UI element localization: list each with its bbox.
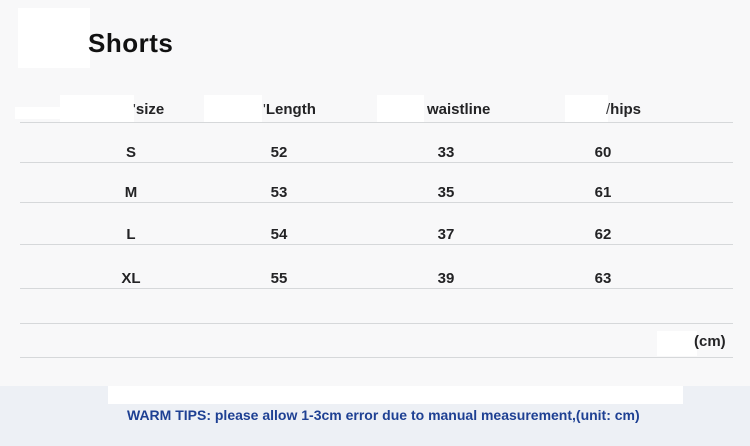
cell-size: M [124, 184, 138, 201]
cell-hips: 62 [594, 226, 612, 243]
column-header-label: Length [265, 101, 316, 118]
unit-note: (cm) [694, 333, 726, 350]
white-patch [108, 386, 683, 404]
white-patch [377, 95, 424, 122]
white-patch [565, 95, 608, 122]
table-divider [20, 288, 733, 289]
cell-length: 55 [270, 270, 288, 287]
table-divider [20, 122, 733, 123]
column-header-label: size [135, 101, 165, 118]
column-header-length: 'Length [263, 101, 316, 118]
warm-tips-text: WARM TIPS: please allow 1-3cm error due … [127, 407, 640, 423]
table-divider [20, 357, 733, 358]
cell-waistline: 39 [437, 270, 455, 287]
cell-hips: 63 [594, 270, 612, 287]
header-mark: ' [263, 101, 266, 118]
column-header-label: waistline [427, 101, 491, 118]
header-mark: / [606, 101, 611, 118]
cell-waistline: 37 [437, 226, 455, 243]
cell-length: 52 [270, 144, 288, 161]
cell-hips: 60 [594, 144, 612, 161]
table-divider [20, 323, 733, 324]
cell-size: XL [121, 270, 141, 287]
white-patch [204, 95, 262, 122]
table-divider [20, 202, 733, 203]
column-header-size: 'size [133, 101, 164, 118]
cell-length: 54 [270, 226, 288, 243]
white-patch [60, 95, 134, 122]
header-mark: ' [133, 101, 136, 118]
page-title: Shorts [88, 28, 174, 58]
cell-length: 53 [270, 184, 288, 201]
cell-size: S [125, 144, 137, 161]
white-patch [18, 8, 90, 68]
cell-hips: 61 [594, 184, 612, 201]
column-header-waistline: waistline [427, 101, 490, 118]
table-divider [20, 162, 733, 163]
column-header-hips: /hips [606, 101, 641, 118]
white-patch [657, 331, 697, 356]
cell-waistline: 35 [437, 184, 455, 201]
cell-size: L [126, 226, 136, 243]
table-divider [20, 244, 733, 245]
column-header-label: hips [610, 101, 642, 118]
cell-waistline: 33 [437, 144, 455, 161]
white-patch [15, 107, 61, 119]
